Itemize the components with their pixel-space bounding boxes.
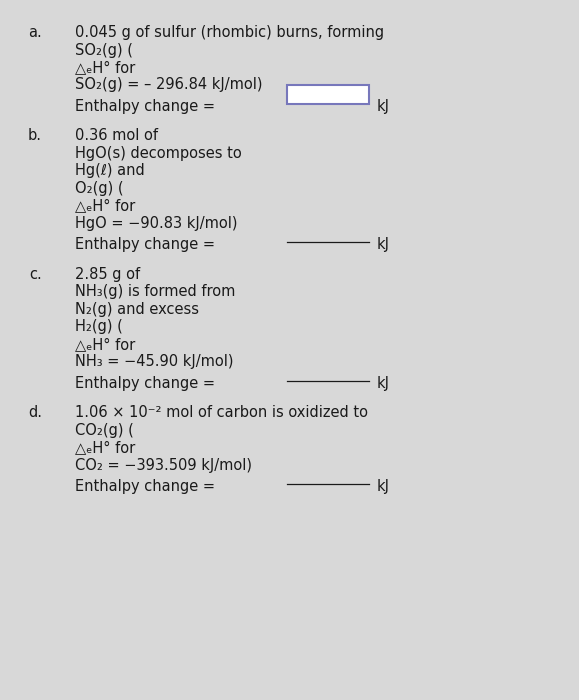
Text: SO₂(g) = – 296.84 kJ/mol): SO₂(g) = – 296.84 kJ/mol) bbox=[75, 78, 262, 92]
Text: Enthalpy change =: Enthalpy change = bbox=[75, 376, 215, 391]
Text: △ₑH° for: △ₑH° for bbox=[75, 199, 135, 214]
Text: HgO(s) decomposes to: HgO(s) decomposes to bbox=[75, 146, 242, 161]
Text: 2.85 g of: 2.85 g of bbox=[75, 267, 140, 282]
Text: N₂(g) and excess: N₂(g) and excess bbox=[75, 302, 199, 317]
Text: CO₂ = −393.509 kJ/mol): CO₂ = −393.509 kJ/mol) bbox=[75, 458, 252, 473]
Text: O₂(g) (: O₂(g) ( bbox=[75, 181, 124, 196]
Text: b.: b. bbox=[28, 129, 42, 144]
Text: HgO = −90.83 kJ/mol): HgO = −90.83 kJ/mol) bbox=[75, 216, 237, 231]
Text: d.: d. bbox=[28, 405, 42, 421]
Text: a.: a. bbox=[28, 25, 42, 40]
Text: Enthalpy change =: Enthalpy change = bbox=[75, 99, 215, 114]
Text: kJ: kJ bbox=[377, 237, 390, 253]
Text: Enthalpy change =: Enthalpy change = bbox=[75, 480, 215, 494]
Text: △ₑH° for: △ₑH° for bbox=[75, 60, 135, 75]
Text: kJ: kJ bbox=[377, 99, 390, 114]
Text: kJ: kJ bbox=[377, 376, 390, 391]
Text: 0.045 g of sulfur (rhombic) burns, forming: 0.045 g of sulfur (rhombic) burns, formi… bbox=[75, 25, 384, 40]
Text: NH₃ = −45.90 kJ/mol): NH₃ = −45.90 kJ/mol) bbox=[75, 354, 233, 370]
Text: SO₂(g) (: SO₂(g) ( bbox=[75, 43, 133, 57]
Bar bbox=[287, 85, 369, 104]
Text: Hg(ℓ) and: Hg(ℓ) and bbox=[75, 164, 145, 178]
Text: kJ: kJ bbox=[377, 480, 390, 494]
Text: Enthalpy change =: Enthalpy change = bbox=[75, 237, 215, 253]
Text: H₂(g) (: H₂(g) ( bbox=[75, 319, 123, 335]
Text: c.: c. bbox=[30, 267, 42, 282]
Text: 1.06 × 10⁻² mol of carbon is oxidized to: 1.06 × 10⁻² mol of carbon is oxidized to bbox=[75, 405, 368, 421]
Text: △ₑH° for: △ₑH° for bbox=[75, 440, 135, 456]
Text: △ₑH° for: △ₑH° for bbox=[75, 337, 135, 352]
Text: NH₃(g) is formed from: NH₃(g) is formed from bbox=[75, 284, 236, 300]
Text: 0.36 mol of: 0.36 mol of bbox=[75, 129, 158, 144]
Text: CO₂(g) (: CO₂(g) ( bbox=[75, 423, 134, 438]
